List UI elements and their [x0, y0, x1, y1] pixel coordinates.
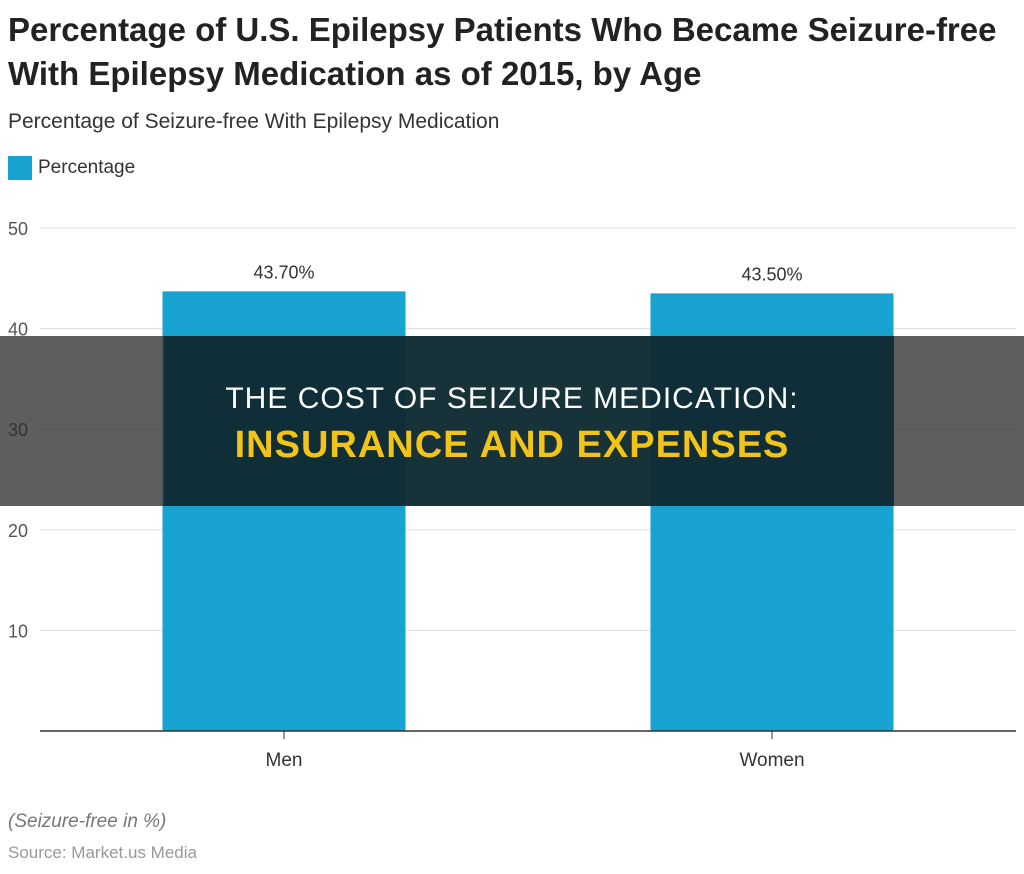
unit-note: (Seizure-free in %) — [8, 811, 167, 832]
y-tick-label: 20 — [8, 521, 28, 541]
data-label: 43.50% — [741, 264, 802, 284]
source-text: Source: Market.us Media — [8, 843, 197, 862]
legend-swatch — [8, 156, 32, 180]
legend-label: Percentage — [38, 157, 136, 178]
x-tick-label: Women — [739, 750, 804, 771]
banner-subheading: INSURANCE AND EXPENSES — [234, 424, 790, 466]
banner-panel — [164, 336, 894, 506]
y-tick-label: 50 — [8, 219, 28, 239]
y-tick-label: 10 — [8, 621, 28, 641]
chart-subtitle: Percentage of Seizure-free With Epilepsy… — [8, 110, 500, 133]
banner-heading: THE COST OF SEIZURE MEDICATION: — [225, 382, 799, 415]
y-tick-label: 40 — [8, 320, 28, 340]
title-banner: THE COST OF SEIZURE MEDICATION: — [0, 336, 1024, 506]
chart-title: Percentage of U.S. Epilepsy Patients Who… — [8, 11, 997, 92]
x-tick-label: Men — [266, 750, 303, 771]
legend: Percentage — [8, 156, 135, 180]
data-label: 43.70% — [253, 262, 314, 282]
